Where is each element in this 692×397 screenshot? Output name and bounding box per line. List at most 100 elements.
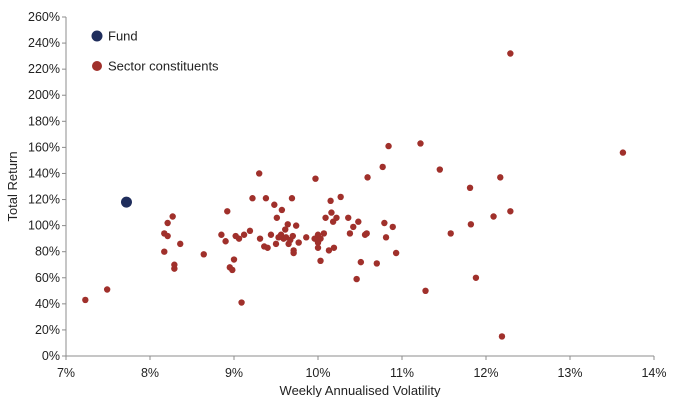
sector-constituent-point (357, 258, 365, 266)
sector-constituent-point (235, 235, 243, 242)
sector-constituent-point (171, 265, 178, 272)
sector-constituent-point (381, 219, 388, 227)
sector-constituent-point (312, 175, 319, 182)
y-tick-label: 260% (28, 10, 60, 24)
sector-constituent-point (289, 232, 296, 240)
sector-constituent-point (314, 244, 322, 251)
y-tick-label: 80% (35, 245, 60, 259)
sector-constituent-point (507, 208, 514, 215)
sector-constituent-point (262, 195, 270, 202)
sector-constituent-point (422, 287, 429, 295)
sector-constituent-point (230, 256, 238, 263)
sector-constituent-point (200, 251, 207, 258)
y-tick-label: 220% (28, 62, 60, 76)
sector-constituent-point (325, 247, 333, 254)
sector-constituent-point (392, 249, 400, 257)
x-tick-label: 7% (57, 366, 75, 380)
sector-constituent-point (328, 209, 335, 216)
sector-constituent-point (224, 208, 231, 215)
sector-constituent-point (272, 240, 280, 248)
sector-constituent-point (417, 140, 424, 147)
sector-constituent-point (330, 244, 338, 251)
sector-constituent-point (327, 197, 334, 205)
fund-series (120, 196, 132, 208)
sector-constituent-point (467, 221, 475, 228)
sector-constituent-point (382, 234, 390, 241)
sector-constituent-point (346, 230, 354, 237)
sector-constituent-point (292, 222, 300, 229)
sector-constituent-point (498, 333, 506, 340)
sector-constituent-point (82, 296, 89, 304)
sector-constituent-point (436, 166, 443, 173)
legend-marker (91, 30, 103, 42)
y-tick-label: 240% (28, 36, 60, 50)
sector-constituent-point (355, 218, 362, 225)
sector-constituent-point (353, 275, 360, 283)
y-axis-title: Total Return (5, 151, 20, 221)
sector-constituent-point (290, 249, 297, 257)
legend: Fund Sector constituents (91, 29, 219, 74)
sector-constituent-point (169, 213, 176, 220)
y-tick-label: 100% (28, 219, 60, 233)
sector-constituent-point (238, 299, 245, 306)
y-tick-label: 20% (35, 323, 60, 337)
x-tick-label: 13% (557, 366, 582, 380)
sector-constituent-point (271, 201, 278, 208)
fund-point (120, 196, 132, 208)
sector-constituent-point (317, 257, 324, 265)
sector-constituent-point (333, 214, 340, 221)
sector-constituent-point (385, 142, 392, 150)
y-tick-label: 200% (28, 88, 60, 102)
sector-constituent-point (619, 149, 627, 156)
sector-constituent-point (490, 213, 497, 220)
sector-constituent-point (507, 50, 514, 57)
sector-constituent-point (345, 214, 352, 221)
sector-constituent-point (218, 231, 225, 238)
legend-item-fund: Fund (91, 29, 138, 44)
sector-constituent-point (264, 244, 271, 251)
sector-constituent-point (466, 184, 474, 192)
sector-constituent-point (246, 227, 254, 235)
sector-constituent-point (177, 240, 184, 248)
sector-constituent-point (295, 239, 302, 246)
x-tick-label: 10% (305, 366, 330, 380)
sector-constituent-point (364, 174, 371, 181)
sector-constituent-point (273, 214, 281, 221)
x-tick-label: 11% (390, 366, 414, 380)
sector-constituent-point (103, 286, 111, 293)
y-tick-label: 40% (35, 297, 60, 311)
x-axis-title: Weekly Annualised Volatility (280, 383, 441, 397)
sector-constituent-point (322, 214, 329, 221)
y-tick-label: 60% (35, 271, 60, 285)
sector-constituent-point (249, 195, 256, 202)
x-tick-label: 8% (141, 366, 159, 380)
sector-constituent-point (282, 226, 289, 233)
sector-constituent-point (320, 230, 328, 237)
sector-constituent-point (373, 260, 380, 267)
axes: 0% 20% 40% 60% 80% 100% 120% 140% 160% 180% 200% 22… (28, 10, 667, 380)
sector-constituent-point (229, 266, 236, 274)
sector-constituent-point (240, 231, 248, 238)
y-tick-label: 0% (42, 349, 60, 363)
sector-constituent-point (288, 195, 296, 202)
sector-constituent-point (164, 219, 171, 227)
sector-constituent-point (256, 170, 263, 177)
sector-constituent-point (363, 230, 370, 237)
x-tick-label: 9% (225, 366, 243, 380)
sector-constituent-point (303, 234, 310, 241)
sector-constituent-point (278, 206, 286, 214)
legend-label: Sector constituents (108, 59, 219, 74)
y-tick-label: 120% (28, 193, 60, 207)
sector-constituent-point (350, 223, 357, 231)
sector-constituent-point (256, 235, 264, 242)
sector-constituent-point (164, 232, 171, 240)
sector-constituent-point (267, 231, 275, 238)
sector-constituent-point (161, 248, 168, 255)
sector-constituents-series (82, 50, 627, 340)
sector-constituent-point (222, 238, 229, 245)
sector-constituent-point (497, 174, 504, 181)
sector-constituent-point (389, 223, 396, 231)
legend-item-sector-constituents: Sector constituents (92, 59, 219, 74)
